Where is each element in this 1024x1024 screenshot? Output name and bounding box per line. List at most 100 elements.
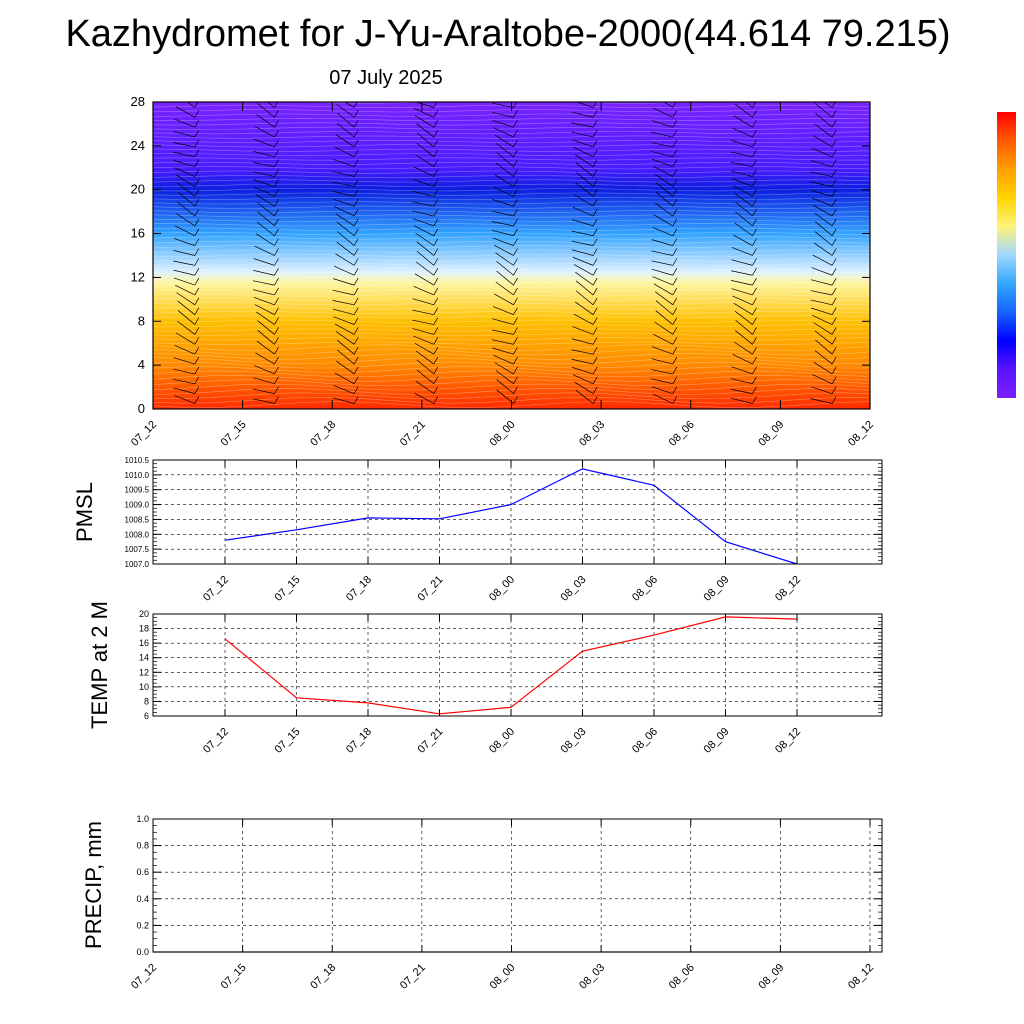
x-tick-label: 07_15: [273, 574, 303, 604]
wind-barb: [652, 107, 678, 118]
y-tick-label: 12: [131, 269, 145, 284]
wind-barb: [571, 218, 598, 227]
y-tick-label: 1.0: [136, 814, 149, 824]
x-tick-label: 08_09: [756, 962, 786, 992]
x-tick-label: 08_12: [773, 574, 803, 604]
wind-barb: [267, 102, 279, 108]
wind-barb: [256, 202, 279, 217]
wind-barb: [494, 362, 518, 375]
wind-barb: [413, 108, 439, 118]
wind-barb: [731, 247, 757, 256]
wind-barb: [336, 339, 359, 355]
x-tick-label: 08_12: [846, 962, 876, 992]
wind-barb: [494, 293, 518, 306]
wind-barb: [256, 311, 279, 325]
temp-ylabel: TEMP at 2 M: [87, 601, 112, 729]
wind-barb: [811, 386, 837, 394]
contour-line: [153, 232, 870, 236]
wind-barb: [571, 129, 598, 138]
temp-grid: [153, 613, 882, 717]
contour-line: [153, 113, 870, 117]
wind-barb: [813, 242, 837, 256]
wind-barb: [414, 342, 439, 355]
wind-barb: [574, 381, 598, 394]
wind-barb: [655, 300, 678, 315]
contour-line: [153, 188, 870, 192]
wind-barb: [335, 213, 359, 227]
wind-barb: [571, 228, 598, 237]
wind-barb: [492, 317, 518, 325]
wind-barb: [415, 232, 439, 246]
wind-barb: [252, 268, 279, 276]
wind-barb: [414, 115, 439, 128]
wind-barb: [336, 331, 359, 345]
contour-line: [153, 383, 870, 391]
chart-subtitle: 07 July 2025: [329, 67, 442, 89]
contour-line: [153, 337, 870, 341]
x-tick-label: 08_09: [702, 574, 732, 604]
wind-barb: [415, 350, 439, 365]
wind-barb: [252, 386, 279, 394]
wind-barb: [177, 310, 200, 325]
y-tick-label: 20: [131, 182, 145, 197]
y-tick-label: 6: [144, 711, 149, 721]
wind-barb: [257, 320, 279, 335]
wind-barb: [731, 258, 757, 266]
x-tick-label: 07_21: [398, 419, 428, 449]
wind-barb: [337, 231, 359, 246]
contour-line: [153, 375, 870, 382]
wind-barb: [733, 234, 757, 246]
y-tick-label: 8: [144, 696, 149, 706]
wind-barb: [177, 300, 200, 315]
wind-barb: [653, 166, 678, 177]
contour-line: [153, 131, 870, 135]
contour-line: [153, 218, 870, 222]
wind-barb: [414, 392, 439, 404]
x-tick-label: 07_15: [219, 962, 249, 992]
wind-barb: [173, 129, 200, 138]
wind-barb: [175, 174, 200, 187]
y-tick-label: 18: [139, 624, 149, 634]
contour-line: [153, 341, 870, 345]
y-tick-label: 8: [138, 313, 145, 328]
wind-barb: [732, 353, 757, 365]
wind-barb: [735, 330, 757, 345]
contour-line: [153, 310, 870, 315]
wind-barb: [810, 189, 837, 197]
contour-line: [153, 196, 870, 201]
x-tick-label: 08_09: [702, 726, 732, 756]
wind-barb: [491, 337, 518, 345]
y-tick-label: 1009.0: [125, 501, 150, 510]
wind-barb: [494, 174, 518, 187]
wind-barb: [651, 129, 678, 138]
x-tick-label: 07_21: [398, 962, 428, 992]
contour-line: [153, 302, 870, 306]
x-tick-label: 08_09: [756, 419, 786, 449]
wind-barb: [491, 218, 518, 227]
contour-line: [153, 289, 870, 293]
wind-barb: [655, 182, 678, 197]
contour-line: [153, 245, 870, 249]
wind-barb: [413, 166, 439, 177]
temp-y-axis: 6 8 10 12 14 16 18 20: [139, 609, 882, 721]
wind-barb: [492, 228, 518, 237]
wind-barb: [333, 316, 359, 325]
contour-line: [153, 388, 870, 395]
y-tick-label: 0.4: [136, 894, 149, 904]
x-tick-label: 07_21: [416, 726, 446, 756]
wind-barb: [173, 268, 200, 276]
temp-line: [224, 616, 798, 715]
wind-barb: [256, 114, 279, 128]
wind-barb: [811, 267, 837, 276]
x-tick-label: 08_00: [488, 419, 518, 449]
wind-barb: [332, 189, 359, 197]
wind-barb: [336, 241, 359, 256]
y-tick-label: 0.0: [136, 947, 149, 957]
wind-barb: [492, 306, 518, 316]
wind-barb: [814, 330, 837, 345]
wind-barb: [333, 158, 359, 168]
y-tick-label: 24: [131, 138, 145, 153]
contour-line: [153, 236, 870, 240]
wind-barb: [332, 396, 359, 404]
